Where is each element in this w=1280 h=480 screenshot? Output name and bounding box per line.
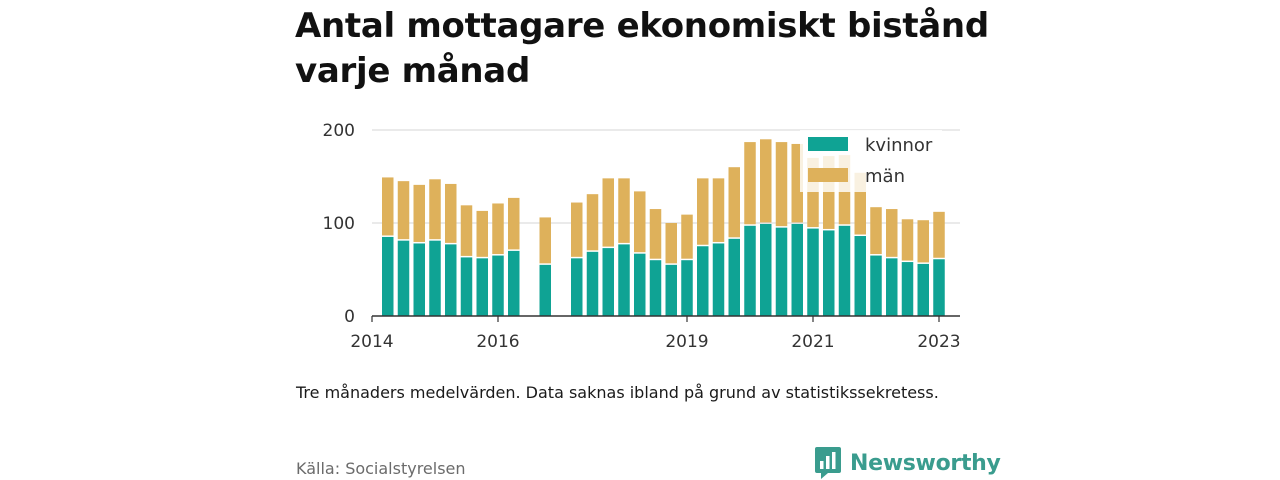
bar-man [760, 139, 772, 223]
bar-kvinnor [649, 260, 662, 316]
bar-man [807, 157, 819, 228]
bar-man [665, 223, 677, 264]
bar-man [744, 142, 756, 225]
bar-man [413, 184, 425, 242]
bar-kvinnor [634, 253, 646, 316]
bar-man [634, 191, 646, 253]
bar-kvinnor [492, 255, 504, 316]
chart-note: Tre månaders medelvärden. Data saknas ib… [296, 383, 939, 402]
axes: 0 100 200 2014 2016 2019 2021 2023 [323, 121, 961, 352]
bar-kvinnor [823, 230, 835, 316]
bar-man [791, 143, 803, 223]
stacked-bar-chart: 0 100 200 2014 2016 2019 2021 2023 kvinnor män [323, 121, 961, 352]
bar-kvinnor [775, 227, 788, 316]
y-tick-label: 100 [323, 214, 355, 234]
legend-swatch-kvinnor [808, 137, 848, 151]
bar-man [429, 179, 441, 240]
bar-kvinnor [917, 263, 929, 316]
bar-man [681, 214, 693, 259]
bar-kvinnor [712, 243, 725, 316]
legend-swatch-man [808, 168, 848, 182]
bar-man [917, 220, 929, 263]
brand-logo: Newsworthy [814, 446, 1001, 480]
bar-man [602, 178, 614, 247]
x-tick-label: 2016 [476, 332, 519, 352]
bar-kvinnor [602, 248, 614, 316]
bar-man [728, 167, 740, 238]
legend-label-kvinnor: kvinnor [865, 135, 933, 156]
x-tick-label: 2014 [350, 332, 393, 352]
chart-title: Antal mottagare ekonomiskt bistånd varje… [295, 6, 989, 91]
legend-label-man: män [865, 166, 905, 187]
bar-kvinnor [508, 250, 520, 316]
bar-man [397, 181, 410, 240]
bar-chart-speech-bubble-icon [815, 447, 841, 479]
bar-man [382, 177, 394, 236]
legend: kvinnor män [800, 130, 942, 192]
bar-kvinnor [413, 243, 425, 316]
bar-man [823, 156, 835, 229]
bar-kvinnor [586, 251, 599, 316]
bar-man [571, 202, 583, 257]
x-tick-label: 2019 [665, 332, 708, 352]
bar-kvinnor [760, 223, 772, 316]
bar-kvinnor [933, 259, 945, 316]
bar-kvinnor [382, 236, 394, 316]
bar-kvinnor [791, 223, 803, 316]
bar-kvinnor [901, 262, 914, 316]
bar-kvinnor [854, 236, 866, 316]
bar-kvinnor [838, 225, 851, 316]
bar-man [508, 197, 520, 250]
y-tick-label: 200 [323, 121, 355, 141]
bar-man [476, 210, 488, 257]
bar-man [649, 209, 662, 259]
x-tick-label: 2023 [917, 332, 960, 352]
bars [382, 139, 945, 316]
y-tick-label: 0 [344, 307, 355, 327]
bar-kvinnor [460, 257, 473, 316]
bar-kvinnor [539, 264, 551, 316]
bar-kvinnor [665, 264, 677, 316]
bar-man [712, 178, 725, 242]
bar-man [539, 217, 551, 264]
bar-man [618, 178, 630, 243]
x-tick-label: 2021 [791, 332, 834, 352]
bar-man [445, 183, 457, 243]
bar-man [697, 178, 709, 245]
bar-man [460, 205, 473, 256]
bar-kvinnor [618, 244, 630, 316]
bar-kvinnor [886, 258, 898, 316]
bar-kvinnor [744, 225, 756, 316]
bar-man [901, 219, 914, 261]
bar-kvinnor [445, 244, 457, 316]
bar-kvinnor [870, 255, 882, 316]
bar-man [492, 203, 504, 255]
bar-kvinnor [807, 228, 819, 316]
bar-kvinnor [697, 246, 709, 316]
bar-kvinnor [476, 258, 488, 316]
bar-man [870, 207, 882, 255]
bar-man [854, 172, 866, 235]
bar-kvinnor [429, 240, 441, 316]
bar-kvinnor [571, 258, 583, 316]
bar-man [933, 211, 945, 258]
bar-man [775, 142, 788, 227]
source-text: Källa: Socialstyrelsen [296, 459, 466, 478]
bar-kvinnor [681, 260, 693, 316]
brand-name: Newsworthy [850, 450, 1001, 476]
bar-man [886, 209, 898, 257]
bar-kvinnor [397, 240, 410, 316]
bar-kvinnor [728, 238, 740, 316]
bar-man [586, 194, 599, 251]
